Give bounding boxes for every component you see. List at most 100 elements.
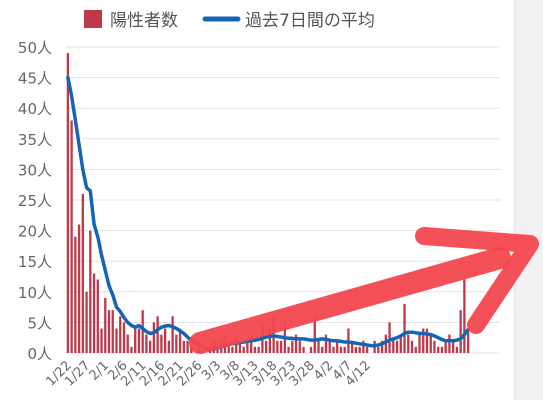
- y-tick-label: 10人: [18, 284, 52, 302]
- arrow-shaft: [189, 247, 511, 354]
- bar: [429, 334, 432, 353]
- bar: [343, 346, 346, 353]
- y-tick-label: 35人: [18, 131, 52, 149]
- bar: [407, 334, 410, 353]
- bar: [175, 334, 178, 353]
- bar: [134, 328, 137, 353]
- bar: [126, 334, 129, 353]
- bar: [66, 53, 70, 354]
- bar: [111, 310, 114, 353]
- bar: [257, 346, 260, 353]
- bar: [362, 340, 365, 353]
- annotation-arrow: [189, 227, 539, 354]
- bar: [107, 310, 111, 353]
- bar: [298, 340, 301, 353]
- bar: [115, 328, 118, 353]
- bar: [302, 346, 305, 353]
- grid: [66, 46, 500, 354]
- bar: [418, 334, 421, 353]
- y-tick-label: 30人: [18, 161, 52, 179]
- bar: [96, 279, 99, 353]
- bar: [287, 346, 290, 353]
- bar: [276, 340, 279, 353]
- bar: [452, 340, 455, 353]
- average-line-series: [66, 75, 470, 352]
- bar: [163, 328, 167, 353]
- legend-bar-label: 陽性者数: [110, 11, 178, 31]
- bar: [242, 346, 245, 353]
- bar: [279, 340, 283, 353]
- bar: [190, 346, 193, 353]
- bar: [268, 328, 272, 353]
- y-tick-label: 0人: [27, 345, 52, 363]
- y-axis: 0人 5人 10人 15人 20人 25人 30人 35人 40人 45人 50人: [18, 39, 52, 363]
- bar: [92, 273, 96, 353]
- bar: [392, 340, 395, 353]
- bar: [294, 334, 298, 353]
- legend-bar-swatch: [84, 10, 102, 28]
- y-tick-label: 25人: [18, 192, 52, 210]
- bar: [227, 340, 230, 353]
- bar: [403, 304, 406, 353]
- bar: [149, 340, 152, 353]
- y-tick-label: 45人: [18, 70, 52, 88]
- bar: [437, 346, 440, 353]
- bar: [100, 328, 103, 353]
- bar: [81, 193, 84, 353]
- bar: [85, 291, 88, 353]
- bar: [377, 346, 380, 353]
- scrollbar-track[interactable]: [514, 0, 543, 400]
- bar: [399, 334, 402, 353]
- bar: [336, 340, 339, 353]
- bar: [250, 334, 253, 353]
- bar: [156, 316, 159, 353]
- bar: [410, 340, 414, 353]
- average-line: [66, 75, 470, 352]
- bar: [89, 230, 92, 353]
- bar-series: [66, 53, 470, 354]
- bar: [171, 316, 174, 353]
- legend: 陽性者数 過去7日間の平均: [84, 10, 375, 31]
- bar: [380, 340, 384, 353]
- bar: [160, 334, 163, 353]
- bar: [459, 310, 462, 353]
- bar: [440, 346, 444, 353]
- bar: [74, 236, 77, 353]
- bar: [317, 340, 320, 353]
- bar: [455, 346, 459, 353]
- y-tick-label: 5人: [27, 314, 52, 332]
- bar: [216, 346, 219, 353]
- bar: [321, 346, 324, 353]
- bar: [339, 346, 343, 353]
- bar: [104, 297, 107, 353]
- bar: [313, 316, 316, 353]
- bar: [186, 340, 189, 353]
- bar: [466, 328, 470, 353]
- bar: [448, 334, 451, 353]
- bar: [145, 334, 148, 353]
- y-tick-label: 15人: [18, 253, 52, 271]
- y-tick-label: 20人: [18, 223, 52, 241]
- bar: [178, 328, 182, 353]
- bar: [309, 346, 313, 353]
- bar: [425, 328, 429, 353]
- bar: [253, 346, 257, 353]
- bar: [395, 340, 399, 353]
- bar: [246, 340, 249, 353]
- bar: [433, 340, 436, 353]
- bar: [77, 224, 81, 353]
- bar: [463, 279, 466, 353]
- bar: [152, 322, 156, 353]
- bar: [444, 340, 447, 353]
- bar: [130, 346, 133, 353]
- bar: [70, 120, 73, 353]
- bar: [422, 328, 425, 353]
- bar: [328, 340, 331, 353]
- bar: [141, 310, 144, 353]
- bar: [354, 346, 358, 353]
- bar: [137, 328, 141, 353]
- bar: [231, 346, 234, 353]
- bar: [332, 346, 335, 353]
- bar: [167, 340, 171, 353]
